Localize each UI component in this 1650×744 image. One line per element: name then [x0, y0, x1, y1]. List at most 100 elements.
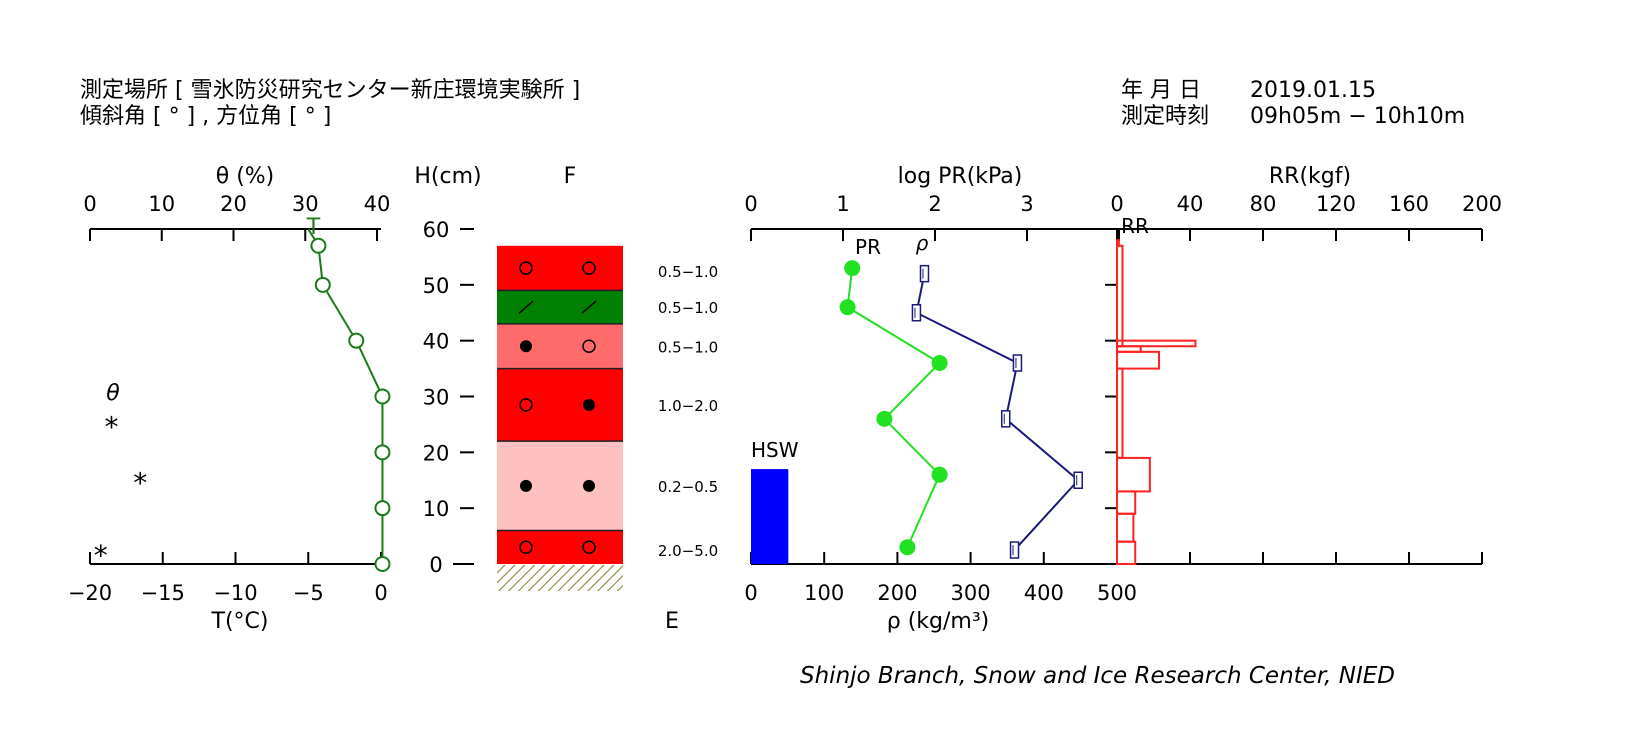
snow-layer	[497, 290, 623, 324]
grain-size-label: 0.5−1.0	[658, 263, 718, 281]
theta-point: *	[133, 466, 147, 499]
rho-bottom-tick-label: 500	[1097, 581, 1137, 605]
grain-open-circle	[519, 398, 533, 412]
rr-bar	[1116, 339, 1197, 348]
pr-point	[931, 355, 948, 371]
bottom-tick-label: −5	[293, 581, 324, 605]
snow-layer	[497, 323, 623, 369]
rr-bar	[1116, 350, 1160, 370]
height-tick-label: 20	[423, 441, 450, 465]
bottom-tick-label: −20	[68, 581, 112, 605]
theta-point: *	[105, 410, 119, 443]
hsw-label: HSW	[751, 438, 799, 462]
theta-point: *	[94, 539, 108, 572]
date-label: 年 月 日	[1121, 78, 1201, 103]
rho-bottom-tick-label: 200	[877, 581, 917, 605]
temperature-point	[374, 500, 391, 517]
location-line: 測定場所 [ 雪氷防災研究センター新庄環境実験所 ]	[80, 78, 581, 103]
height-axis-title: H(cm)	[414, 164, 481, 189]
bottom-label-E: E	[665, 609, 679, 634]
rr-bar	[1116, 512, 1135, 543]
density-point	[1000, 410, 1011, 428]
height-tick-label: 10	[423, 497, 450, 521]
pr-top-tick-label: 0	[744, 192, 757, 216]
grain-size-label: 0.5−1.0	[658, 299, 718, 317]
rho-bottom-tick-label: 400	[1024, 581, 1064, 605]
rr-top-tick-label: 40	[1177, 192, 1204, 216]
rr-top-tick-label: 160	[1389, 192, 1429, 216]
temperature-point	[374, 556, 391, 572]
bottom-tick-label: −10	[213, 581, 257, 605]
density-point	[1009, 541, 1020, 559]
stratigraphy-panel: H(cm) F E 0 10 20 30 40 50 60 0.5−1.0 0.5−1.0 0.5−1.…	[414, 164, 718, 634]
height-tick-label: 60	[423, 218, 450, 242]
top-label-F: F	[564, 164, 577, 189]
pr-line	[846, 267, 942, 548]
temperature-point	[314, 276, 331, 293]
rho-bottom-tick-label: 0	[744, 581, 757, 605]
credit-footer: Shinjo Branch, Snow and Ice Research Cen…	[800, 663, 1396, 689]
pr-series-label: PR	[855, 235, 881, 259]
height-tick-label: 40	[423, 330, 450, 354]
snow-layer	[497, 368, 623, 442]
rr-top-tick-label: 80	[1250, 192, 1277, 216]
bottom-tick-label: −15	[141, 581, 185, 605]
pr-top-tick-label: 3	[1020, 192, 1033, 216]
density-point	[1012, 354, 1023, 372]
pr-top-tick-label: 1	[836, 192, 849, 216]
rr-bar	[1116, 540, 1137, 566]
grain-size-label: 0.2−0.5	[658, 478, 718, 496]
pr-point	[839, 299, 856, 316]
density-point	[911, 304, 922, 322]
bottom-axis-title: T(°C)	[211, 609, 269, 634]
grain-slash	[581, 300, 597, 314]
rr-axis-title: RR(kgf)	[1269, 164, 1351, 189]
height-tick-label: 0	[429, 553, 442, 577]
temperature-panel: 0 10 20 30 40 −20 −15 −10 −5 0 θ (%) T(°C) Tθ * * *	[68, 164, 391, 634]
temperature-point	[310, 237, 327, 254]
grain-filled-circle	[520, 479, 532, 492]
snow-layer	[497, 245, 623, 291]
top-tick-label: 40	[364, 192, 391, 216]
grain-size-label: 0.5−1.0	[658, 338, 718, 356]
rr-top-tick-label: 0	[1110, 192, 1123, 216]
pr-point	[844, 260, 861, 277]
temp-top-marker: T	[306, 215, 321, 240]
temperature-point	[348, 332, 365, 349]
pr-top-tick-label: 2	[928, 192, 941, 216]
pr-point	[899, 539, 916, 556]
grain-slash	[518, 300, 534, 314]
date-value: 2019.01.15	[1250, 78, 1376, 103]
temperature-point	[374, 444, 391, 461]
density-point	[919, 264, 930, 283]
rr-bar	[1116, 244, 1124, 348]
rr-bar	[1116, 367, 1124, 459]
rr-top-tick-label: 200	[1462, 192, 1502, 216]
height-tick-label: 30	[423, 386, 450, 410]
pr-axis-title: log PR(kPa)	[898, 164, 1023, 189]
rho-bottom-tick-label: 300	[951, 581, 991, 605]
grain-filled-circle	[583, 479, 595, 492]
rr-series-label: RR	[1121, 214, 1149, 238]
grain-open-circle	[582, 339, 596, 353]
rr-bar	[1116, 490, 1137, 515]
ground-hatch	[497, 565, 623, 591]
pr-point	[931, 466, 948, 483]
top-tick-label: 10	[148, 192, 175, 216]
bottom-tick-label: 0	[374, 581, 387, 605]
grain-size-label: 2.0−5.0	[658, 542, 718, 560]
temperature-point	[374, 388, 391, 405]
top-tick-label: 20	[220, 192, 247, 216]
height-tick-label: 50	[423, 274, 450, 298]
grain-open-circle	[519, 540, 533, 554]
theta-label: θ	[106, 381, 120, 406]
grain-size-label: 1.0−2.0	[658, 397, 718, 415]
grain-open-circle	[582, 540, 596, 554]
rho-bottom-tick-label: 100	[804, 581, 844, 605]
snow-layer	[497, 441, 623, 531]
hsw-bar	[751, 469, 789, 564]
snow-layer	[497, 530, 623, 564]
top-axis-title: θ (%)	[216, 164, 275, 189]
grain-open-circle	[519, 261, 533, 275]
